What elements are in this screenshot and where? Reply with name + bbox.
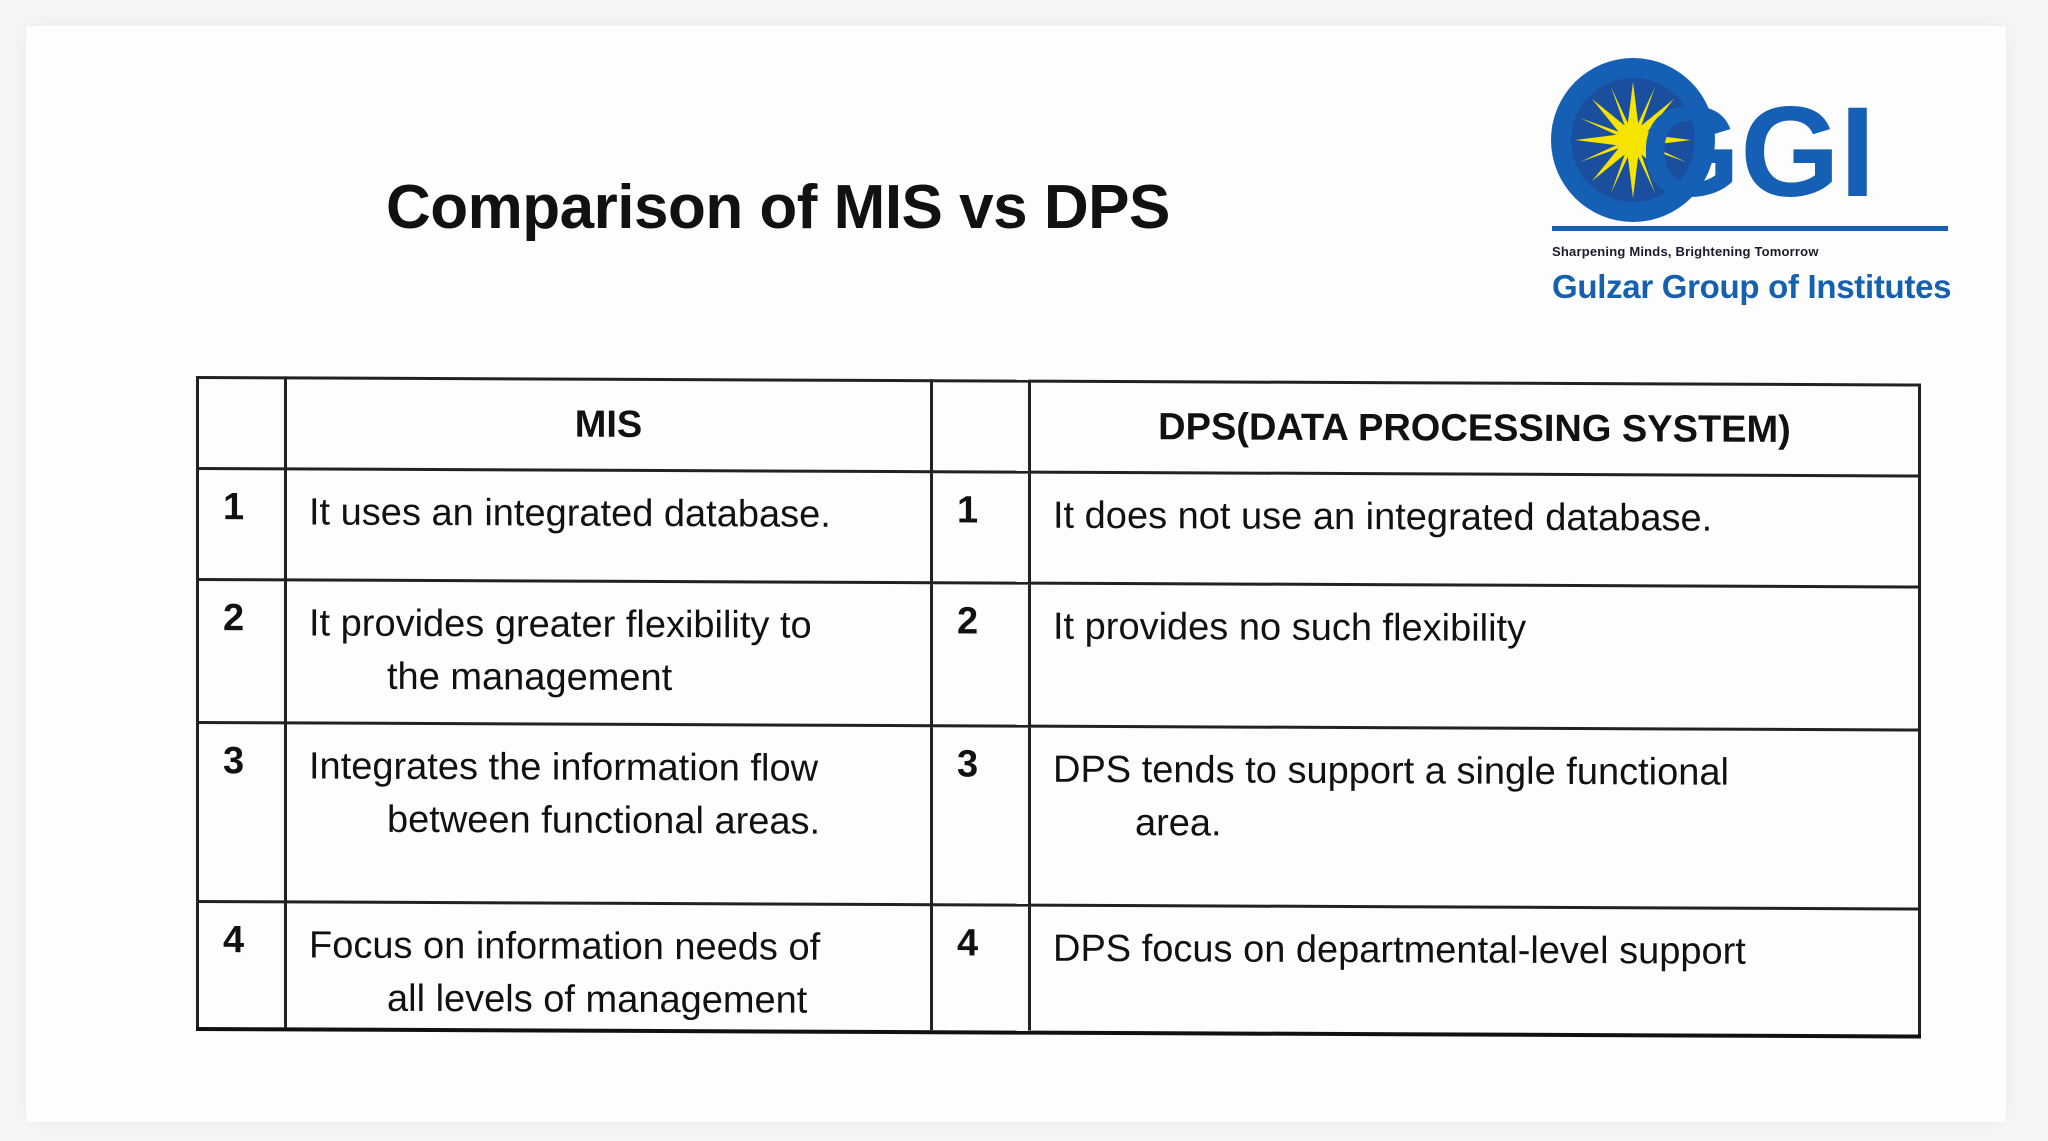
- mis-cell: It uses an integrated database.: [285, 468, 932, 583]
- header-blank-2: [931, 380, 1030, 473]
- dps-cell-line: area.: [1135, 802, 1222, 845]
- mis-cell: Focus on information needs of all levels…: [285, 901, 932, 1033]
- mis-cell: It provides greater flexibility to the m…: [285, 579, 932, 726]
- dps-cell-line: It does not use an integrated database.: [1053, 494, 1713, 540]
- dps-cell-line: DPS focus on departmental-level support: [1053, 927, 1746, 973]
- table-row: 1 It uses an integrated database. 1 It d…: [197, 468, 1920, 588]
- logo-tagline: Sharpening Minds, Brightening Tomorrow: [1552, 244, 1819, 259]
- dps-cell: It does not use an integrated database.: [1029, 472, 1920, 588]
- ggi-emblem-icon: GGI: [1551, 58, 1948, 231]
- mis-row-number: 3: [197, 722, 286, 902]
- table-row: 4 Focus on information needs of all leve…: [197, 901, 1920, 1037]
- slide-title: Comparison of MIS vs DPS: [386, 173, 1170, 242]
- mis-cell: Integrates the information flow between …: [285, 722, 932, 905]
- table-row: 3 Integrates the information flow betwee…: [197, 722, 1920, 910]
- comparison-table: MIS DPS(DATA PROCESSING SYSTEM) 1 It use…: [196, 376, 1921, 1039]
- dps-row-number: 3: [931, 725, 1030, 906]
- dps-cell-line: DPS tends to support a single functional: [1053, 748, 1729, 794]
- logo-abbr: GGI: [1641, 81, 1876, 224]
- mis-row-number: 1: [197, 468, 286, 580]
- dps-cell: DPS focus on departmental-level support: [1029, 905, 1920, 1037]
- ggi-logo: GGI Sharpening Minds, Brightening Tomorr…: [1546, 48, 1966, 318]
- table-row: 2 It provides greater flexibility to the…: [197, 579, 1920, 731]
- mis-cell-line: It uses an integrated database.: [309, 491, 831, 536]
- mis-cell-line: between functional areas.: [387, 798, 821, 843]
- header-mis: MIS: [285, 377, 932, 472]
- dps-cell-line: It provides no such flexibility: [1053, 605, 1527, 650]
- mis-row-number: 4: [197, 901, 286, 1030]
- dps-row-number: 1: [931, 471, 1030, 584]
- mis-cell-line: the management: [387, 655, 673, 700]
- header-dps: DPS(DATA PROCESSING SYSTEM): [1029, 381, 1920, 477]
- mis-row-number: 2: [197, 579, 286, 723]
- dps-cell: DPS tends to support a single functional…: [1029, 726, 1920, 910]
- logo-institute-name: Gulzar Group of Institutes: [1552, 268, 1952, 305]
- mis-cell-line: Integrates the information flow: [309, 745, 819, 790]
- dps-cell: It provides no such flexibility: [1029, 583, 1920, 731]
- dps-row-number: 4: [931, 904, 1030, 1033]
- mis-cell-line: all levels of management: [387, 977, 808, 1022]
- mis-cell-line: Focus on information needs of: [309, 924, 821, 969]
- dps-row-number: 2: [931, 582, 1030, 727]
- header-blank-1: [197, 377, 286, 469]
- mis-cell-line: It provides greater flexibility to: [309, 602, 812, 647]
- table-header-row: MIS DPS(DATA PROCESSING SYSTEM): [197, 377, 1920, 477]
